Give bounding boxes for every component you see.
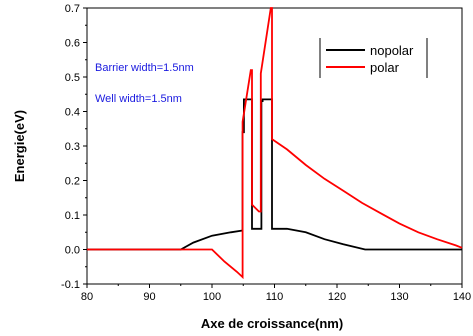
y-tick-label: 0.7	[65, 3, 80, 15]
x-tick-label: 140	[453, 291, 471, 303]
x-tick-label: 90	[143, 291, 155, 303]
y-tick-label: -0.1	[61, 279, 80, 291]
x-tick-label: 100	[203, 291, 221, 303]
axis-ticks: 80 90 100 110 120 130 140 -0.1 0.0 0.1 0.2 0.3 0.4 0.…	[61, 3, 471, 303]
x-tick-label: 110	[266, 291, 284, 303]
y-tick-label: 0.1	[65, 210, 80, 222]
series-layer	[87, 7, 463, 280]
y-axis-title: Energie(eV)	[12, 110, 27, 182]
x-tick-label: 120	[328, 291, 346, 303]
y-tick-label: 0.5	[65, 72, 80, 84]
x-axis-title: Axe de croissance(nm)	[201, 316, 343, 331]
y-tick-label: 0.3	[65, 141, 80, 153]
annotation-barrier-width: Barrier width=1.5nm	[95, 62, 194, 74]
series-line-polar	[87, 7, 463, 280]
legend-label-nopolar: nopolar	[370, 43, 414, 58]
annotation-well-width: Well width=1.5nm	[95, 93, 182, 105]
x-tick-label: 130	[390, 291, 408, 303]
y-tick-label: 0.2	[65, 176, 80, 188]
legend-label-polar: polar	[370, 60, 400, 75]
y-tick-label: 0.4	[65, 107, 80, 119]
y-tick-label: 0.6	[65, 38, 80, 50]
legend: nopolar polar	[319, 38, 428, 78]
y-tick-label: 0.0	[65, 245, 80, 257]
x-tick-label: 80	[81, 291, 93, 303]
